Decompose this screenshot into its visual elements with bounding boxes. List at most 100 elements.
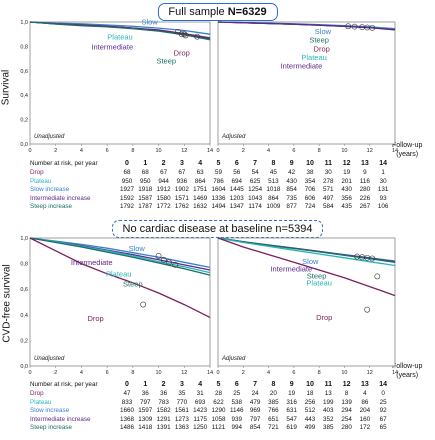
risk-table-cell: 1469 bbox=[193, 194, 208, 202]
risk-table-cell: 403 bbox=[323, 407, 334, 415]
series-label-drop: Drop bbox=[87, 314, 103, 323]
risk-table-cell: 619 bbox=[286, 424, 297, 432]
risk-table-year: 1 bbox=[143, 160, 148, 167]
series-label-drop: Drop bbox=[174, 49, 190, 58]
series-label-slow: Slow bbox=[302, 257, 319, 266]
risk-table-cell: 864 bbox=[194, 177, 206, 185]
risk-table-cell: 1792 bbox=[119, 203, 134, 211]
risk-table-year: 12 bbox=[342, 160, 351, 167]
risk-table-cell: 1018 bbox=[266, 186, 281, 194]
series-label-plateau: Plateau bbox=[301, 53, 326, 62]
x-tick-label: 10 bbox=[341, 370, 347, 376]
annotation-circle bbox=[172, 261, 179, 268]
risk-table-cell: 47 bbox=[123, 390, 131, 397]
risk-table-cell: 706 bbox=[304, 186, 316, 194]
full-sample-banner: Full sample N=6329 bbox=[157, 3, 278, 21]
risk-table-header-label: Number at risk, per year bbox=[30, 160, 98, 167]
risk-table-year: 0 bbox=[125, 160, 129, 167]
risk-table-year: 14 bbox=[379, 160, 388, 167]
risk-table-row-label: Steep increase bbox=[30, 203, 73, 211]
risk-table-cell: 19 bbox=[288, 390, 296, 397]
risk-table-cell: 254 bbox=[341, 415, 352, 423]
risk-table-year: 3 bbox=[179, 381, 184, 388]
risk-table-row-label: Drop bbox=[30, 169, 44, 176]
risk-table-cell: 45 bbox=[269, 169, 277, 176]
plot-frame bbox=[217, 21, 396, 145]
risk-table-cell: 547 bbox=[286, 415, 297, 423]
x-tick-label: 2 bbox=[242, 370, 245, 376]
risk-table-year: 8 bbox=[271, 160, 276, 167]
y-tick-label: 0,8 bbox=[20, 44, 28, 50]
risk-table-cell: 8 bbox=[344, 390, 349, 397]
risk-table-cell: 354 bbox=[304, 177, 316, 185]
panel-note: Unadjusted bbox=[34, 356, 65, 362]
risk-table-cell: 68 bbox=[123, 169, 131, 176]
plot-frame bbox=[217, 237, 396, 367]
plot-frame bbox=[29, 21, 211, 145]
risk-table-year: 11 bbox=[324, 160, 332, 167]
risk-table-cell: 24 bbox=[251, 390, 259, 397]
risk-table-cell: 139 bbox=[341, 398, 352, 406]
risk-table-cell: 67 bbox=[379, 415, 387, 423]
risk-table-year: 8 bbox=[271, 381, 276, 388]
series-label-drop: Drop bbox=[316, 313, 332, 322]
risk-table-row: Drop 47 36 36 35 31 28 25 24 20 19 18 13 8 4 0 bbox=[0, 390, 435, 398]
y-tick-label: 0,6 bbox=[20, 69, 28, 75]
risk-table-cell: 735 bbox=[286, 194, 297, 202]
risk-table-cell: 1580 bbox=[156, 194, 171, 202]
risk-table-row-label: Plateau bbox=[30, 177, 52, 185]
risk-table-year: 11 bbox=[324, 381, 332, 388]
risk-table-cell: 538 bbox=[231, 398, 243, 406]
y-tick-label: 0,0 bbox=[20, 142, 28, 148]
risk-table-cell: 1494 bbox=[211, 203, 226, 211]
risk-table-year: 12 bbox=[342, 381, 351, 388]
x-tick-label: 8 bbox=[131, 148, 134, 154]
risk-table-cell: 106 bbox=[377, 203, 389, 211]
risk-table-cell: 65 bbox=[379, 424, 387, 432]
annotation-circle bbox=[155, 253, 162, 259]
x-tick-label: 12 bbox=[367, 370, 373, 376]
x-tick-label: 4 bbox=[80, 148, 83, 154]
risk-table-cell: 1486 bbox=[119, 424, 134, 432]
risk-table-row: Slow increase 1927 1918 1912 1902 1751 1604 144… bbox=[0, 186, 435, 194]
panel-note: Unadjusted bbox=[34, 134, 65, 140]
banner-top-text: Full sample bbox=[168, 6, 228, 18]
risk-table-cell: 1445 bbox=[229, 186, 244, 194]
series-label-intermediate: Intermediate bbox=[91, 42, 133, 51]
risk-table-cell: 1250 bbox=[193, 424, 208, 432]
risk-table-cell: 443 bbox=[304, 415, 316, 423]
risk-table-year: 6 bbox=[234, 381, 239, 388]
risk-table-cell: 786 bbox=[213, 177, 224, 185]
risk-table-cell: 1290 bbox=[211, 407, 226, 415]
risk-table-year: 6 bbox=[234, 160, 239, 167]
y-tick-label: 0,4 bbox=[20, 313, 28, 319]
annotation-circle bbox=[160, 256, 167, 263]
risk-table-cell: 430 bbox=[286, 177, 297, 185]
risk-table-cell: 770 bbox=[176, 398, 188, 406]
series-label-steep: Steep bbox=[156, 56, 176, 65]
x-tick-label: 14 bbox=[392, 370, 398, 376]
risk-table-cell: 1309 bbox=[138, 415, 153, 423]
risk-table-year: 5 bbox=[216, 381, 221, 388]
annotation-circle bbox=[369, 24, 376, 31]
risk-table-cell: 30 bbox=[324, 169, 332, 176]
y-tick-label: 0,6 bbox=[20, 287, 28, 293]
risk-table-cell: 1391 bbox=[156, 424, 171, 432]
risk-table-cell: 25 bbox=[233, 390, 241, 397]
y-tick-label: 0,0 bbox=[20, 364, 28, 370]
x-tick-label: 6 bbox=[106, 148, 109, 154]
risk-table-cell: 1058 bbox=[211, 415, 226, 423]
risk-table-cell: 1918 bbox=[138, 186, 153, 194]
risk-table-cell: 42 bbox=[288, 169, 296, 176]
series-label-slow: Slow bbox=[315, 27, 332, 36]
risk-table-cell: 38 bbox=[306, 169, 314, 176]
risk-table-cell: 56 bbox=[233, 169, 241, 176]
risk-table-cell: 1751 bbox=[193, 186, 208, 194]
risk-table-cell: 280 bbox=[341, 424, 352, 432]
risk-table-row-label: Drop bbox=[30, 390, 44, 397]
risk-table-cell: 1787 bbox=[138, 203, 153, 211]
risk-table-cell: 1927 bbox=[119, 186, 134, 194]
risk-table-cell: 63 bbox=[196, 169, 204, 176]
x-tick-label: 12 bbox=[367, 148, 373, 154]
risk-table-cell: 584 bbox=[323, 203, 334, 211]
